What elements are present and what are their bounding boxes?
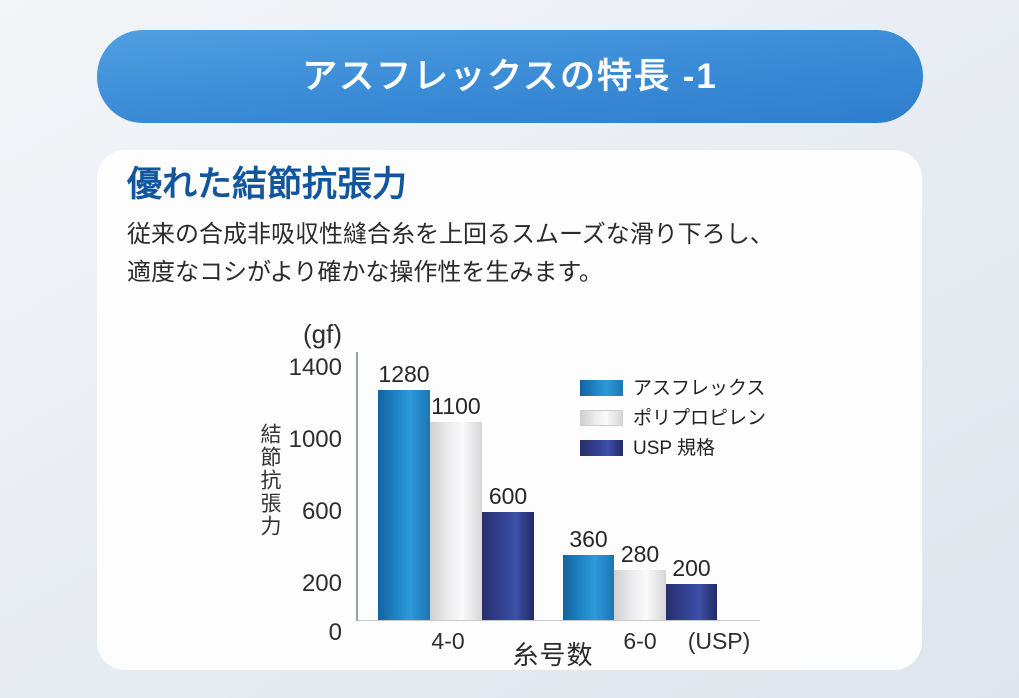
bar-group-6-0-usp: 200 [666,557,717,620]
header-banner: アスフレックスの特長 -1 [97,30,923,123]
legend-item-polypropylene: ポリプロピレン [580,403,766,433]
x-axis-unit-label: (USP) [687,628,751,654]
section-heading: 優れた結節抗張力 [127,165,408,204]
legend-label: USP 規格 [633,437,716,459]
legend-item-asflex: アスフレックス [580,373,766,403]
bar-value-label: 600 [488,483,528,509]
bar-usp [666,584,717,620]
legend-item-usp: USP 規格 [580,433,766,463]
y-tick-label-1000: 1000 [288,426,342,453]
body-line-1: 従来の合成非吸収性縫合糸を上回るスムーズな滑り下ろし、 [127,221,774,248]
y-tick-label-1400: 1400 [288,354,342,381]
bar-asflex [563,555,614,620]
legend-swatch-usp [580,440,623,456]
banner-title: アスフレックスの特長 -1 [302,57,718,96]
y-axis-title: 結節抗張力 [258,423,281,538]
y-tick-label-200: 200 [301,570,342,597]
legend-swatch-polypropylene [580,410,623,426]
x-tick-label-4-0: 4-0 [431,628,465,654]
bar-value-label: 200 [672,555,711,581]
bar-chart-plot-area: 1280 1100 600 360 280 200 [356,352,760,621]
bar-value-label: 1280 [378,361,430,387]
y-tick-label-0: 0 [328,619,342,646]
x-axis-title: 糸号数 [512,640,594,670]
bar-group-6-0-asflex: 360 [563,528,614,620]
x-tick-label-6-0: 6-0 [623,628,657,654]
section-body: 従来の合成非吸収性縫合糸を上回るスムーズな滑り下ろし、 適度なコシがより確かな操… [127,216,774,292]
bar-group-4-0-polypropylene: 1100 [430,395,482,620]
body-line-2: 適度なコシがより確かな操作性を生みます。 [127,259,603,286]
legend-label: ポリプロピレン [633,407,767,429]
bar-value-label: 1100 [431,393,481,419]
legend-label: アスフレックス [633,377,766,399]
y-axis-unit-label: (gf) [303,319,342,349]
bar-group-4-0-asflex: 1280 [378,363,430,620]
bar-value-label: 280 [620,541,660,567]
content-card: 優れた結節抗張力 従来の合成非吸収性縫合糸を上回るスムーズな滑り下ろし、 適度な… [97,150,922,670]
bar-usp [482,512,534,620]
bar-polypropylene [430,422,482,620]
y-tick-label-600: 600 [301,498,342,525]
bar-group-6-0-polypropylene: 280 [614,543,666,620]
bar-value-label: 360 [569,526,608,552]
legend-swatch-asflex [580,380,623,396]
chart-legend: アスフレックス ポリプロピレン USP 規格 [580,373,766,463]
bar-asflex [378,390,430,620]
bar-group-4-0-usp: 600 [482,485,534,620]
bar-polypropylene [614,570,666,620]
